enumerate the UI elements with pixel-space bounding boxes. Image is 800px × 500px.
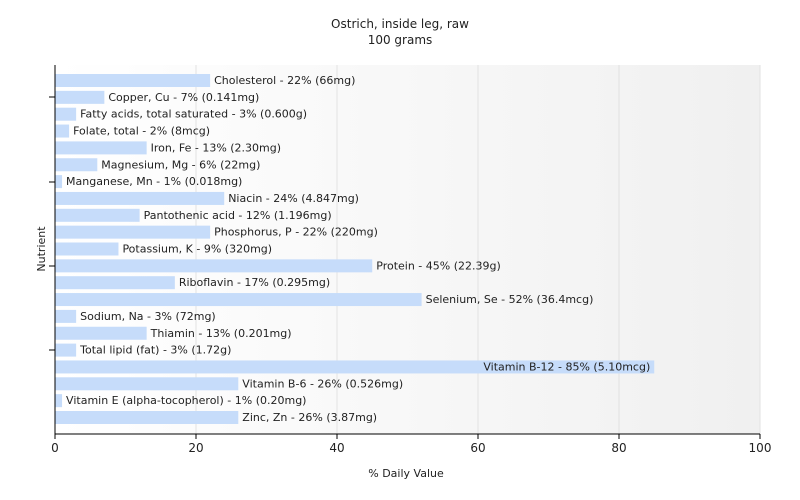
bar [55, 343, 77, 357]
bar-label: Niacin - 24% (4.847mg) [228, 192, 359, 205]
bar [55, 411, 239, 424]
bar-label: Folate, total - 2% (8mcg) [73, 125, 210, 138]
x-tick-label: 20 [188, 441, 203, 455]
chart-subtitle: 100 grams [368, 33, 433, 47]
axes [49, 65, 761, 439]
bar-label: Zinc, Zn - 26% (3.87mg) [242, 411, 377, 424]
x-tick-label: 100 [749, 441, 772, 455]
bar-label: Copper, Cu - 7% (0.141mg) [108, 91, 259, 104]
x-tick-label: 40 [329, 441, 344, 455]
bar-labels: Cholesterol - 22% (66mg) Copper, Cu - 7% … [66, 74, 650, 424]
bar [55, 191, 225, 205]
bars [55, 74, 655, 424]
bar [55, 326, 147, 340]
bar [55, 293, 422, 307]
bar [55, 141, 147, 155]
bar-label: Vitamin B-12 - 85% (5.10mcg) [483, 360, 650, 373]
bar [55, 377, 239, 391]
bar [55, 360, 655, 374]
bar-label: Fatty acids, total saturated - 3% (0.600… [80, 108, 307, 121]
y-axis-label: Nutrient [35, 226, 48, 272]
bar [55, 208, 140, 222]
bar [55, 242, 119, 256]
bar [55, 225, 211, 239]
bar-label: Iron, Fe - 13% (2.30mg) [151, 141, 281, 154]
bar-label: Magnesium, Mg - 6% (22mg) [101, 158, 260, 171]
bar-label: Sodium, Na - 3% (72mg) [80, 310, 216, 323]
bar [55, 259, 373, 273]
bar-label: Potassium, K - 9% (320mg) [122, 243, 272, 256]
bar-label: Phosphorus, P - 22% (220mg) [214, 226, 378, 239]
bar-label: Selenium, Se - 52% (36.4mcg) [426, 293, 594, 306]
bar-label: Vitamin E (alpha-tocopherol) - 1% (0.20m… [66, 394, 306, 407]
bar [55, 394, 63, 408]
chart-title: Ostrich, inside leg, raw [331, 17, 469, 31]
bar-label: Pantothenic acid - 12% (1.196mg) [144, 209, 332, 222]
bar [55, 158, 98, 172]
bar [55, 107, 77, 121]
bar-label: Protein - 45% (22.39g) [376, 259, 501, 272]
bar-label: Total lipid (fat) - 3% (1.72g) [79, 344, 231, 357]
bar-label: Manganese, Mn - 1% (0.018mg) [66, 175, 242, 188]
bar-label: Riboflavin - 17% (0.295mg) [179, 276, 330, 289]
bar [55, 175, 63, 189]
bar-label: Thiamin - 13% (0.201mg) [150, 327, 292, 340]
bar [55, 124, 70, 138]
x-tick-label: 0 [51, 441, 59, 455]
bar [55, 309, 77, 323]
bar [55, 90, 105, 104]
x-tick-labels: 0 20 40 60 80 100 [51, 441, 771, 455]
bar-label: Cholesterol - 22% (66mg) [214, 74, 355, 87]
x-axis-label: % Daily Value [368, 467, 444, 480]
x-tick-label: 60 [470, 441, 485, 455]
x-tick-label: 80 [611, 441, 626, 455]
bar [55, 74, 211, 87]
bar [55, 276, 175, 290]
bar-label: Vitamin B-6 - 26% (0.526mg) [242, 377, 403, 390]
